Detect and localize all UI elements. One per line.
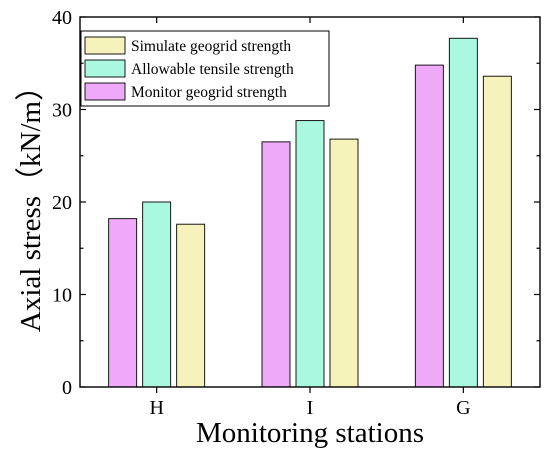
legend-label: Simulate geogrid strength: [131, 38, 291, 55]
y-axis-ticks: 0 10 20 30 40: [52, 7, 540, 399]
bar-I-series-0: [261, 141, 291, 388]
bar-G-series-2: [482, 75, 512, 388]
x-tick-label: G: [456, 397, 470, 419]
y-axis-title: Axial stress（kN/m）: [15, 72, 47, 332]
bar-H-series-0: [108, 218, 138, 388]
bar-G-series-1: [448, 37, 478, 388]
y-tick-label: 0: [62, 377, 72, 399]
x-axis-title: Monitoring stations: [196, 417, 424, 449]
legend-label: Allowable tensile strength: [131, 61, 294, 78]
bar-H-series-2: [176, 223, 206, 388]
legend-swatch: [84, 82, 126, 101]
y-tick-label: 30: [52, 100, 72, 122]
y-tick-label: 10: [52, 285, 72, 307]
y-tick-label: 20: [52, 192, 72, 214]
legend: Simulate geogrid strength Allowable tensi…: [80, 30, 330, 107]
bar-H-series-1: [142, 201, 172, 388]
bar-I-series-2: [329, 138, 359, 388]
x-tick-label: H: [149, 397, 163, 419]
bars-group: [108, 37, 512, 388]
x-tick-label: I: [307, 397, 314, 419]
legend-label: Monitor geogrid strength: [131, 84, 287, 101]
bar-G-series-0: [414, 64, 444, 388]
bar-I-series-1: [295, 120, 325, 388]
legend-swatch: [84, 59, 126, 78]
legend-swatch: [84, 36, 126, 55]
y-tick-label: 40: [52, 7, 72, 29]
